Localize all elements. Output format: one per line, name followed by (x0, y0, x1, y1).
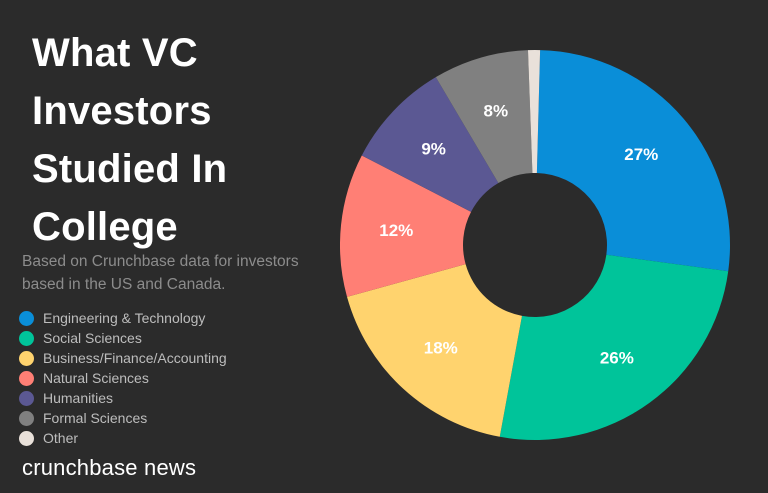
slice-value-label: 8% (484, 102, 509, 121)
title-line-2: Investors (32, 89, 212, 133)
legend-label: Social Sciences (43, 330, 142, 346)
legend-item: Social Sciences (19, 328, 227, 348)
title-line-3: Studied In (32, 147, 228, 191)
legend-label: Other (43, 430, 79, 446)
legend-label: Formal Sciences (43, 410, 148, 426)
title-line-4: College (32, 205, 178, 249)
legend-label: Business/Finance/Accounting (43, 350, 227, 366)
legend-item: Business/Finance/Accounting (19, 348, 227, 368)
donut-slice (361, 77, 499, 212)
legend-label: Natural Sciences (43, 370, 149, 386)
legend-item: Humanities (19, 388, 227, 408)
slice-value-label: 9% (421, 140, 446, 159)
legend-swatch (19, 350, 34, 366)
donut-slice (499, 254, 729, 440)
legend-item: Engineering & Technology (19, 308, 227, 328)
chart-legend: Engineering & Technology Social Sciences… (19, 308, 227, 448)
crunchbase-news-logo: crunchbase news (22, 455, 197, 480)
donut-slice (435, 50, 533, 184)
title-line-1: What VC (32, 31, 198, 75)
legend-swatch (19, 370, 34, 386)
donut-slices (340, 49, 730, 440)
donut-labels: 27% 26% 18% 12% 9% 8% (379, 102, 658, 368)
legend-swatch (19, 390, 34, 406)
legend-item: Formal Sciences (19, 408, 227, 428)
legend-swatch (19, 410, 34, 426)
legend-swatch (19, 330, 34, 346)
legend-swatch (19, 310, 34, 326)
donut-slice (340, 155, 472, 297)
legend-label: Humanities (43, 390, 114, 406)
slice-value-label: 27% (624, 145, 658, 164)
chart-subtitle: Based on Crunchbase data for investors b… (22, 253, 299, 293)
legend-swatch (19, 430, 34, 446)
donut-slice (347, 264, 522, 437)
legend-item: Natural Sciences (19, 368, 227, 388)
legend-label: Engineering & Technology (43, 310, 206, 326)
donut-slice (527, 49, 541, 174)
donut-chart: 27% 26% 18% 12% 9% 8% (340, 49, 730, 440)
slice-value-label: 26% (600, 348, 634, 367)
slice-value-label: 12% (379, 221, 413, 240)
donut-slice (536, 50, 730, 272)
legend-item: Other (19, 428, 227, 448)
slice-value-label: 18% (424, 338, 458, 357)
chart-title: What VC Investors Studied In College (32, 24, 332, 256)
